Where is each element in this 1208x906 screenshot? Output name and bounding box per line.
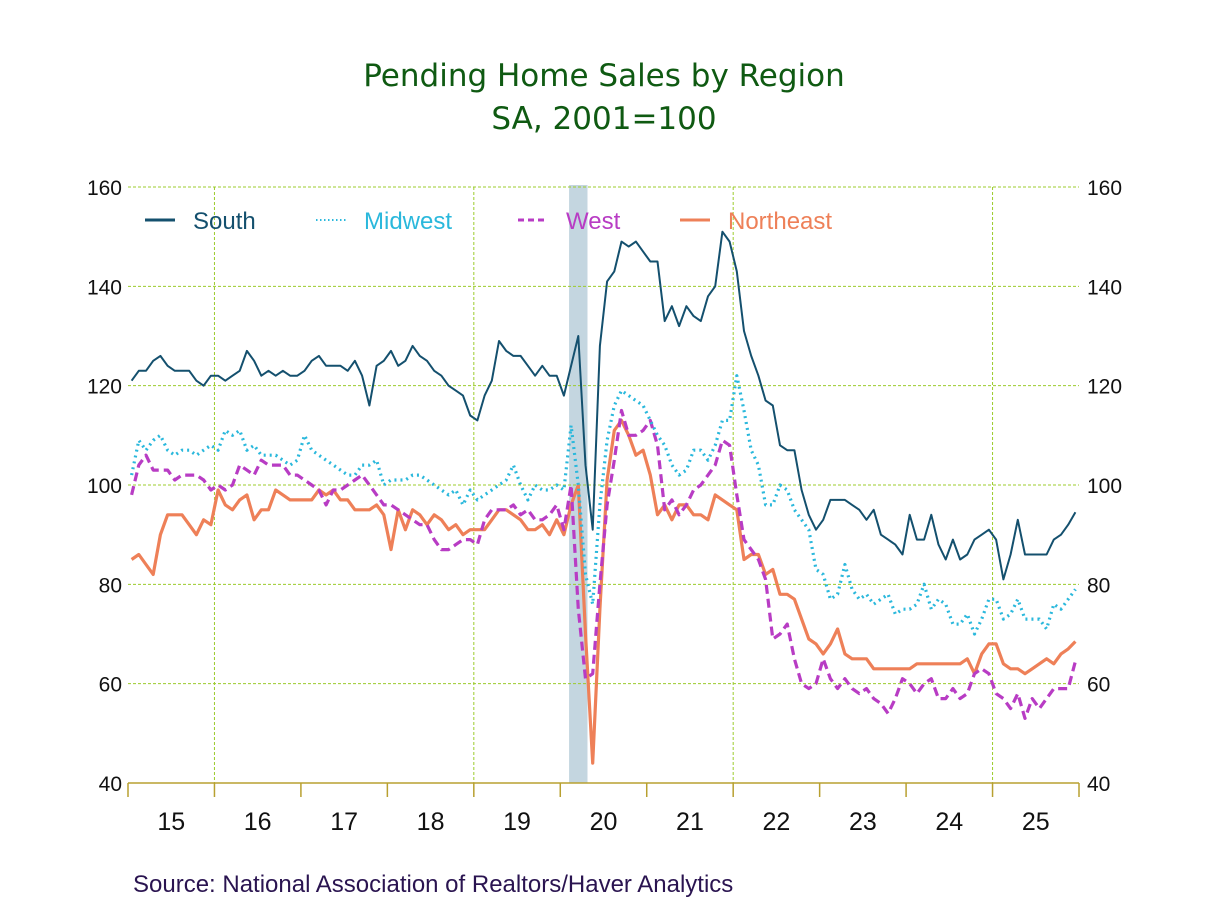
y-tick-label-right: 120 [1087,376,1122,399]
y-tick-label-left: 40 [99,773,122,796]
x-tick-label: 18 [417,808,445,836]
x-axis [127,782,1080,797]
x-tick-label: 22 [763,808,791,836]
x-tick-label: 20 [590,808,618,836]
legend-label-northeast: Northeast [728,208,832,235]
y-tick-label-left: 120 [87,376,122,399]
x-tick-label: 23 [849,808,877,836]
y-tick-label-right: 160 [1087,177,1122,200]
y-tick-label-left: 100 [87,475,122,498]
x-tick-label: 21 [676,808,704,836]
x-tick-label: 19 [503,808,531,836]
x-tick-label: 15 [157,808,185,836]
series-line-northeast [130,418,1077,765]
chart-subtitle: SA, 2001=100 [491,101,717,137]
y-tick-label-right: 100 [1087,475,1122,498]
y-tick-label-left: 160 [87,177,122,200]
series-lines [130,230,1077,765]
legend-label-west: West [566,208,621,235]
legend-label-midwest: Midwest [364,208,452,235]
y-tick-label-right: 80 [1087,574,1110,597]
y-tick-label-right: 60 [1087,674,1110,697]
legend: South Midwest West Northeast [145,208,832,235]
y-axis-right-labels: 40 60 80 100 120 140 160 [1087,177,1122,796]
legend-label-south: South [193,208,256,235]
x-tick-label: 17 [330,808,358,836]
source-note: Source: National Association of Realtors… [133,871,734,898]
x-axis-labels: 15 16 17 18 19 20 21 22 23 24 25 [157,808,1049,836]
y-axis-left-labels: 40 60 80 100 120 140 160 [87,177,122,796]
series-line-south [130,230,1077,581]
y-tick-label-left: 60 [99,674,122,697]
x-tick-label: 24 [935,808,963,836]
y-tick-label-right: 40 [1087,773,1110,796]
chart-title: Pending Home Sales by Region [363,58,845,94]
horizontal-gridlines [128,186,1079,685]
y-tick-label-right: 140 [1087,276,1122,299]
series-line-west [130,408,1077,721]
series-line-midwest [130,374,1077,636]
x-tick-label: 16 [244,808,272,836]
y-tick-label-left: 140 [87,276,122,299]
x-tick-label: 25 [1022,808,1050,836]
y-tick-label-left: 80 [99,574,122,597]
